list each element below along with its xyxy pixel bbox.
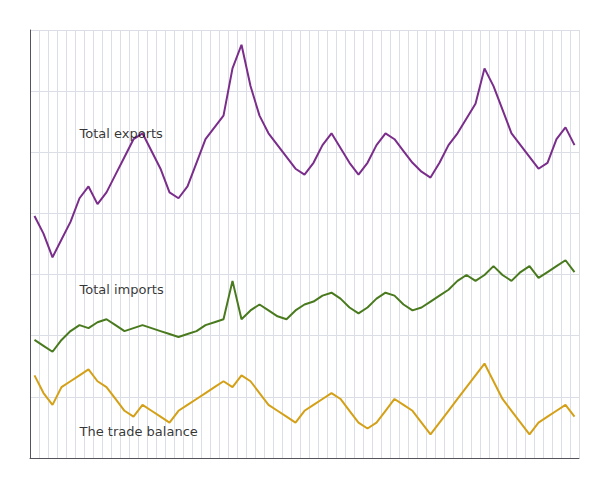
svg-text:Total exports: Total exports — [79, 126, 164, 141]
svg-text:The trade balance: The trade balance — [79, 424, 198, 439]
svg-text:Total imports: Total imports — [79, 282, 164, 297]
